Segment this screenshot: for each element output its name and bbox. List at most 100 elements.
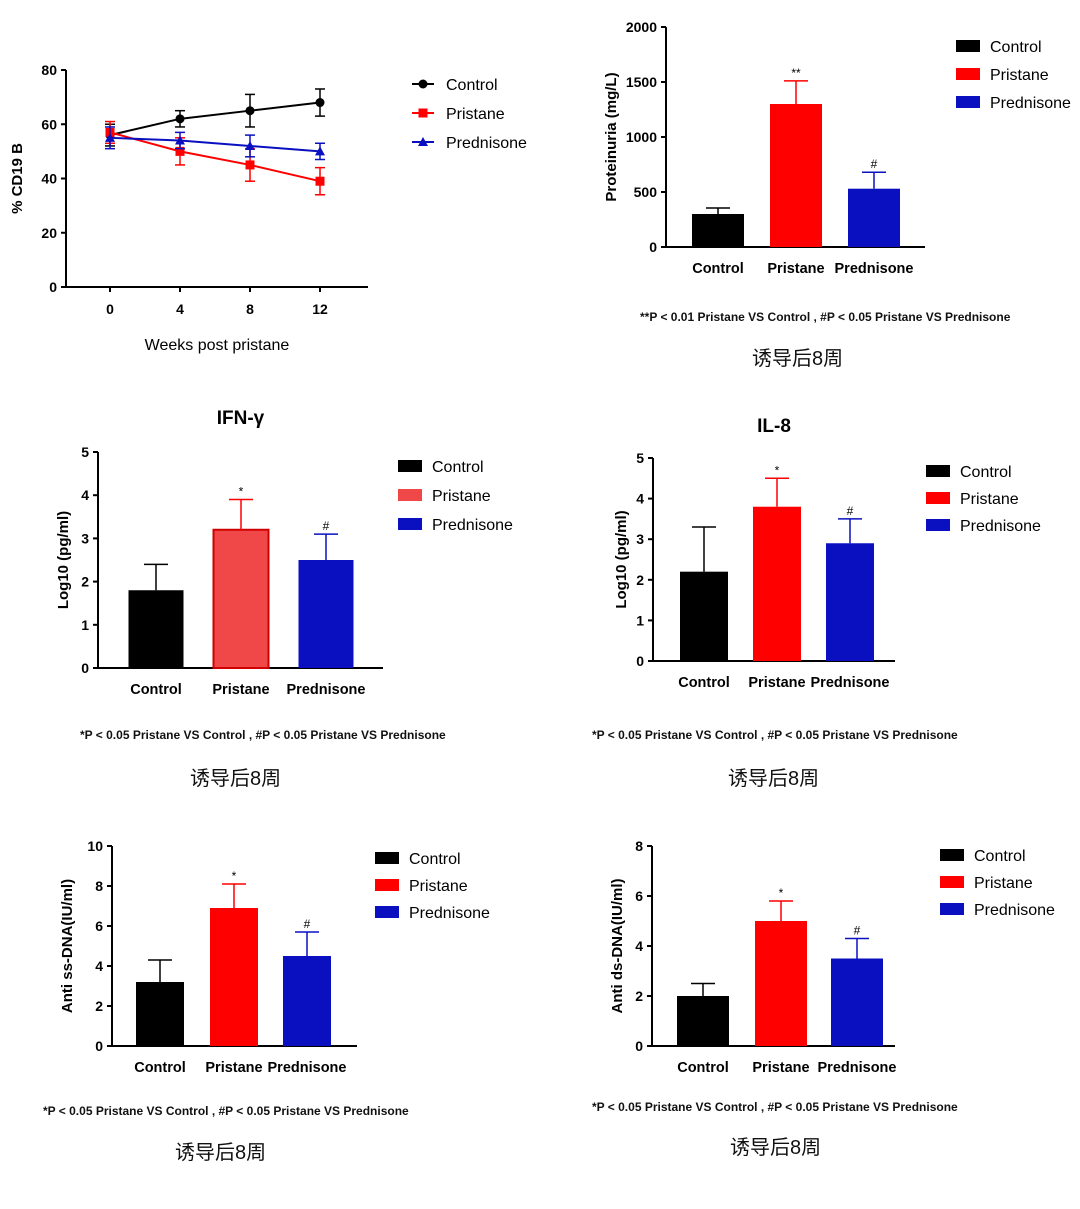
proteinuria-legend-label: Prednisone: [990, 95, 1071, 112]
dsdna-legend-label: Pristane: [974, 875, 1033, 892]
il8-bar: [753, 506, 801, 661]
ifn-y-tick-label: 4: [81, 487, 89, 503]
ifn-y-tick-label: 2: [81, 574, 89, 590]
il8-significance-note: *P < 0.05 Pristane VS Control , #P < 0.0…: [592, 728, 958, 742]
dsdna-legend-label: Prednisone: [974, 902, 1055, 919]
il8-period-label: 诱导后8周: [728, 768, 820, 790]
dsdna-bar: [755, 921, 807, 1046]
dsdna-y-tick-label: 6: [635, 888, 643, 904]
dsdna-category-label: Pristane: [752, 1060, 809, 1076]
il8-legend-swatch: [926, 519, 950, 531]
dsdna-y-tick-label: 8: [635, 838, 643, 854]
ifn-significance-note: *P < 0.05 Pristane VS Control , #P < 0.0…: [80, 728, 446, 742]
ssdna-legend-label: Pristane: [409, 878, 468, 895]
ssdna-y-axis-title: Anti ss-DNA(IU/ml): [59, 879, 76, 1013]
ssdna-y-tick-label: 8: [95, 878, 103, 894]
ssdna-category-label: Prednisone: [268, 1060, 347, 1076]
proteinuria-legend-label: Control: [990, 39, 1042, 56]
il8-legend-label: Pristane: [960, 491, 1019, 508]
il8-chart-title: IL-8: [757, 416, 791, 437]
cd19-y-tick-label: 60: [41, 116, 57, 132]
cd19-series-line: [109, 101, 321, 137]
cd19-y-tick-label: 0: [49, 279, 57, 295]
ifn-significance-mark: #: [323, 519, 330, 533]
ssdna-y-tick-label: 4: [95, 958, 103, 974]
dsdna-y-tick-label: 4: [635, 938, 643, 954]
proteinuria-legend-swatch: [956, 40, 980, 52]
ifn-period-label: 诱导后8周: [190, 768, 282, 790]
proteinuria-category-label: Control: [692, 261, 744, 277]
ssdna-bar: [136, 982, 184, 1046]
il8-y-tick-label: 0: [636, 653, 644, 669]
proteinuria-legend-swatch: [956, 68, 980, 80]
dsdna-bar: [677, 996, 729, 1046]
ssdna-period-label: 诱导后8周: [175, 1142, 267, 1164]
proteinuria-category-label: Prednisone: [835, 261, 914, 277]
cd19-x-tick-label: 12: [312, 301, 328, 317]
cd19-x-axis-title: Weeks post pristane: [145, 337, 290, 354]
proteinuria-bar: [692, 214, 744, 247]
ssdna-legend-label: Prednisone: [409, 905, 490, 922]
il8-y-tick-label: 5: [636, 450, 644, 466]
cd19-legend-label: Pristane: [446, 106, 505, 123]
il8-significance-mark: #: [847, 504, 854, 518]
dsdna-chart: 0 2 4 6 8 Anti ds-DNA(IU/ml) Control * Pristane #…: [609, 838, 1055, 1076]
il8-legend-swatch: [926, 492, 950, 504]
proteinuria-y-tick-label: 1500: [626, 74, 657, 90]
ssdna-legend-swatch: [375, 879, 399, 891]
dsdna-y-tick-label: 2: [635, 988, 643, 1004]
il8-y-tick-label: 2: [636, 572, 644, 588]
cd19-legend-label: Prednisone: [446, 135, 527, 152]
il8-bar: [680, 571, 728, 661]
cd19-data-point: [175, 114, 185, 124]
ssdna-y-tick-label: 6: [95, 918, 103, 934]
ifn-y-tick-label: 5: [81, 444, 89, 460]
proteinuria-y-tick-label: 500: [634, 184, 658, 200]
ssdna-significance-mark: *: [232, 869, 237, 883]
dsdna-y-tick-label: 0: [635, 1038, 643, 1054]
dsdna-significance-mark: *: [779, 886, 784, 900]
ifn-category-label: Control: [130, 682, 182, 698]
cd19-legend-marker: [418, 79, 428, 89]
ifn-category-label: Prednisone: [287, 682, 366, 698]
il8-category-label: Prednisone: [811, 675, 890, 691]
il8-category-label: Control: [678, 675, 730, 691]
cd19-data-point: [105, 132, 115, 142]
ifn-bar: [298, 560, 354, 668]
proteinuria-bar: [770, 104, 822, 247]
cd19-legend-marker: [418, 137, 428, 146]
cd19-data-point: [175, 135, 185, 145]
cd19-data-point: [245, 160, 255, 170]
ssdna-significance-note: *P < 0.05 Pristane VS Control , #P < 0.0…: [43, 1104, 409, 1118]
il8-legend-swatch: [926, 465, 950, 477]
cd19-x-tick-label: 4: [176, 301, 184, 317]
proteinuria-legend-swatch: [956, 96, 980, 108]
cd19-y-tick-label: 80: [41, 62, 57, 78]
cd19-legend-marker: [418, 108, 428, 118]
cd19-y-axis-title: % CD19 B: [9, 143, 26, 214]
ifn-chart-title: IFN-γ: [217, 408, 265, 429]
ifn-bar: [128, 590, 184, 668]
ssdna-category-label: Control: [134, 1060, 186, 1076]
ifn-legend-label: Control: [432, 459, 484, 476]
dsdna-legend-swatch: [940, 876, 964, 888]
ifn-legend-swatch: [398, 489, 422, 501]
cd19-legend-label: Control: [446, 77, 498, 94]
proteinuria-period-label: 诱导后8周: [752, 348, 844, 370]
il8-chart: 0 1 2 3 4 5 Log10 (pg/ml) IL-8 Control * Pristane #…: [613, 416, 1041, 691]
dsdna-bar: [831, 958, 883, 1046]
ifn-legend-label: Prednisone: [432, 517, 513, 534]
cd19-x-tick-label: 0: [106, 301, 114, 317]
proteinuria-bar: [848, 188, 900, 247]
ssdna-legend-label: Control: [409, 851, 461, 868]
ssdna-legend-swatch: [375, 852, 399, 864]
ifn-legend-label: Pristane: [432, 488, 491, 505]
cd19-series-line: [109, 131, 321, 183]
ssdna-y-tick-label: 0: [95, 1038, 103, 1054]
ssdna-y-tick-label: 2: [95, 998, 103, 1014]
ifn-significance-mark: *: [239, 485, 244, 499]
il8-bar: [826, 543, 874, 661]
ifn-chart: 0 1 2 3 4 5 Log10 (pg/ml) IFN-γ Control * Pristane…: [55, 408, 513, 698]
cd19-x-tick-label: 8: [246, 301, 254, 317]
